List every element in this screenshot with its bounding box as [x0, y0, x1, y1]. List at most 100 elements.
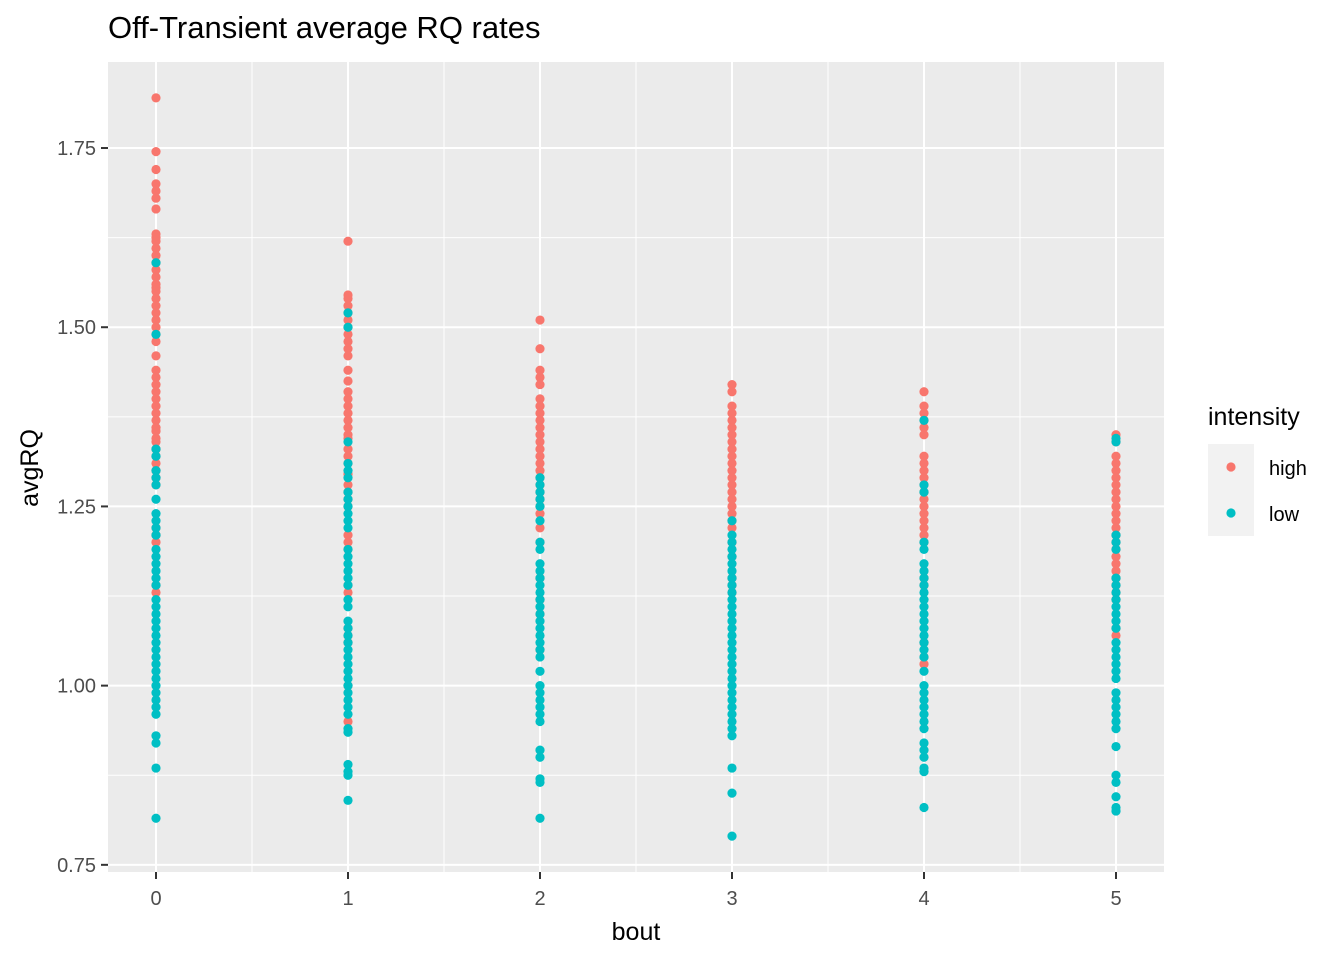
- data-point-high: [1111, 523, 1121, 533]
- data-point-low: [343, 465, 353, 476]
- data-point-low: [343, 759, 353, 770]
- data-point-high: [1111, 458, 1121, 469]
- data-point-low: [919, 652, 929, 662]
- data-point-low: [535, 695, 545, 705]
- data-point-high: [343, 422, 353, 433]
- data-point-low: [919, 709, 929, 719]
- data-point-high: [727, 465, 737, 476]
- y-tick-label: 1.50: [57, 317, 96, 339]
- x-tick-label: 5: [1110, 888, 1121, 910]
- data-point-high: [727, 408, 737, 418]
- data-point-low: [535, 602, 545, 612]
- data-point-low: [151, 702, 161, 712]
- data-point-low: [919, 716, 929, 727]
- data-point-low: [535, 573, 545, 583]
- data-point-low: [151, 695, 161, 705]
- data-point-low: [151, 666, 161, 676]
- data-point-low: [343, 494, 353, 504]
- data-point-low: [1111, 638, 1121, 648]
- data-point-high: [727, 444, 737, 454]
- data-point-high: [151, 458, 161, 469]
- data-point-low: [919, 745, 929, 755]
- data-point-high: [343, 329, 353, 339]
- data-point-low: [151, 566, 161, 576]
- data-point-low: [343, 552, 353, 562]
- data-point-high: [727, 415, 737, 426]
- data-point-high: [343, 530, 353, 540]
- data-point-low: [1111, 659, 1121, 669]
- data-point-low: [535, 777, 545, 787]
- data-point-low: [727, 530, 737, 540]
- data-point-low: [343, 473, 353, 483]
- data-point-high: [1111, 508, 1121, 519]
- data-point-low: [1111, 741, 1121, 752]
- data-point-low: [535, 702, 545, 712]
- legend-dot-low: [1226, 508, 1236, 518]
- data-point-low: [919, 609, 929, 619]
- x-tick-label: 2: [534, 888, 545, 910]
- data-point-low: [151, 595, 161, 605]
- data-point-low: [727, 623, 737, 633]
- data-point-low: [919, 487, 929, 497]
- data-point-low: [727, 566, 737, 576]
- data-point-high: [151, 426, 161, 436]
- data-point-low: [343, 602, 353, 612]
- x-tick-label: 1: [342, 888, 353, 910]
- data-point-low: [343, 437, 353, 447]
- data-point-high: [727, 379, 737, 390]
- data-point-low: [343, 727, 353, 737]
- data-point-low: [151, 709, 161, 719]
- data-point-low: [535, 645, 545, 655]
- data-point-high: [1111, 494, 1121, 504]
- data-point-low: [151, 465, 161, 476]
- data-point-low: [535, 652, 545, 662]
- data-point-low: [343, 695, 353, 705]
- data-point-low: [1111, 530, 1121, 540]
- data-point-low: [343, 623, 353, 633]
- data-point-high: [343, 408, 353, 418]
- data-point-low: [343, 501, 353, 512]
- data-point-low: [727, 681, 737, 691]
- data-point-low: [535, 566, 545, 576]
- data-point-low: [919, 544, 929, 555]
- data-point-high: [919, 494, 929, 504]
- data-point-high: [727, 387, 737, 397]
- data-point-high: [919, 430, 929, 440]
- data-point-low: [727, 724, 737, 734]
- data-point-high: [151, 193, 161, 203]
- data-point-low: [1111, 652, 1121, 662]
- data-point-high: [151, 301, 161, 311]
- data-point-low: [727, 587, 737, 598]
- data-point-high: [727, 501, 737, 512]
- data-point-high: [151, 236, 161, 246]
- data-point-high: [727, 430, 737, 440]
- data-point-high: [151, 379, 161, 390]
- data-point-low: [919, 415, 929, 426]
- data-point-low: [1111, 716, 1121, 727]
- data-point-low: [151, 638, 161, 648]
- data-point-low: [727, 659, 737, 669]
- data-point-high: [919, 516, 929, 526]
- data-point-low: [535, 537, 545, 547]
- data-point-high: [151, 164, 161, 175]
- data-point-high: [919, 473, 929, 483]
- data-point-high: [151, 401, 161, 411]
- y-tick-label: 1.00: [57, 676, 96, 698]
- data-point-low: [727, 616, 737, 626]
- data-point-low: [1111, 792, 1121, 802]
- x-tick-label: 3: [726, 888, 737, 910]
- data-point-low: [1111, 770, 1121, 780]
- data-point-low: [919, 595, 929, 605]
- data-point-low: [727, 552, 737, 562]
- data-point-low: [151, 544, 161, 555]
- data-point-low: [727, 702, 737, 712]
- data-point-low: [727, 609, 737, 619]
- data-point-high: [535, 379, 545, 390]
- data-point-high: [919, 523, 929, 533]
- data-point-low: [343, 645, 353, 655]
- data-point-low: [151, 688, 161, 698]
- data-point-high: [919, 408, 929, 418]
- data-point-high: [919, 401, 929, 411]
- data-point-high: [727, 422, 737, 433]
- data-point-low: [151, 559, 161, 569]
